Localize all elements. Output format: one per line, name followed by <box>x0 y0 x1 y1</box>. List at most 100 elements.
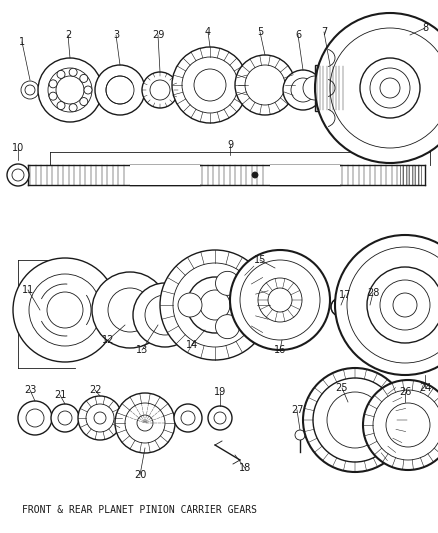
Circle shape <box>268 288 292 312</box>
Circle shape <box>150 80 170 100</box>
Circle shape <box>187 277 243 333</box>
Text: 18: 18 <box>239 463 251 473</box>
Circle shape <box>12 169 24 181</box>
Text: 3: 3 <box>113 30 119 40</box>
Text: 20: 20 <box>134 470 146 480</box>
Circle shape <box>240 260 320 340</box>
Text: 29: 29 <box>152 30 164 40</box>
Circle shape <box>380 78 400 98</box>
Circle shape <box>94 412 106 424</box>
Text: 11: 11 <box>22 285 34 295</box>
Circle shape <box>335 235 438 375</box>
Text: 28: 28 <box>367 288 379 298</box>
Text: 5: 5 <box>257 27 263 37</box>
Circle shape <box>373 390 438 460</box>
Circle shape <box>315 13 438 163</box>
Text: 10: 10 <box>12 143 24 153</box>
Circle shape <box>108 288 152 332</box>
Circle shape <box>84 86 92 94</box>
Circle shape <box>95 65 145 115</box>
Circle shape <box>25 85 35 95</box>
Text: 12: 12 <box>102 335 114 345</box>
Text: 8: 8 <box>422 23 428 33</box>
Circle shape <box>38 58 102 122</box>
Circle shape <box>133 283 197 347</box>
Circle shape <box>26 409 44 427</box>
Text: 26: 26 <box>399 387 411 397</box>
Circle shape <box>174 404 202 432</box>
Circle shape <box>137 415 153 431</box>
Circle shape <box>363 380 438 470</box>
Circle shape <box>56 76 84 104</box>
Circle shape <box>49 80 57 88</box>
Circle shape <box>303 368 407 472</box>
Text: 24: 24 <box>419 383 431 393</box>
Circle shape <box>69 68 77 76</box>
Circle shape <box>331 298 349 316</box>
Text: 9: 9 <box>227 140 233 150</box>
Circle shape <box>58 411 72 425</box>
Circle shape <box>173 263 257 347</box>
Circle shape <box>21 81 39 99</box>
Circle shape <box>7 164 29 186</box>
Circle shape <box>142 72 178 108</box>
Bar <box>315 65 345 111</box>
Text: 6: 6 <box>295 30 301 40</box>
Circle shape <box>360 58 420 118</box>
Circle shape <box>330 28 438 148</box>
Circle shape <box>182 57 238 113</box>
Circle shape <box>13 258 117 362</box>
Circle shape <box>86 404 114 432</box>
Circle shape <box>230 250 330 350</box>
Text: 17: 17 <box>339 290 351 300</box>
Circle shape <box>370 68 410 108</box>
Circle shape <box>51 404 79 432</box>
Circle shape <box>252 172 258 178</box>
Circle shape <box>115 393 175 453</box>
Circle shape <box>347 247 438 363</box>
Text: 4: 4 <box>205 27 211 37</box>
Circle shape <box>215 271 240 295</box>
Circle shape <box>57 70 65 78</box>
Text: 14: 14 <box>186 340 198 350</box>
Text: 1: 1 <box>19 37 25 47</box>
Text: 23: 23 <box>24 385 36 395</box>
Text: 25: 25 <box>336 383 348 393</box>
Circle shape <box>303 76 327 100</box>
Text: FRONT & REAR PLANET PINION CARRIER GEARS: FRONT & REAR PLANET PINION CARRIER GEARS <box>22 505 257 515</box>
Circle shape <box>200 290 230 320</box>
Text: 7: 7 <box>321 27 327 37</box>
Text: 21: 21 <box>54 390 66 400</box>
Text: 19: 19 <box>214 387 226 397</box>
Text: 2: 2 <box>65 30 71 40</box>
Circle shape <box>181 411 195 425</box>
Circle shape <box>145 295 185 335</box>
Circle shape <box>258 278 302 322</box>
Circle shape <box>327 392 383 448</box>
Bar <box>270 165 340 185</box>
Circle shape <box>178 293 202 317</box>
Circle shape <box>235 55 295 115</box>
Circle shape <box>359 299 377 317</box>
Circle shape <box>291 78 315 102</box>
Circle shape <box>386 403 430 447</box>
Circle shape <box>49 92 57 100</box>
Bar <box>130 165 200 185</box>
Circle shape <box>125 403 165 443</box>
Circle shape <box>245 65 285 105</box>
Circle shape <box>106 76 134 104</box>
Circle shape <box>29 274 101 346</box>
Circle shape <box>92 272 168 348</box>
Circle shape <box>214 412 226 424</box>
Text: 13: 13 <box>136 345 148 355</box>
Circle shape <box>172 47 248 123</box>
Circle shape <box>295 430 305 440</box>
Circle shape <box>367 267 438 343</box>
Circle shape <box>78 396 122 440</box>
Circle shape <box>215 314 240 338</box>
Circle shape <box>69 104 77 112</box>
Circle shape <box>80 98 88 106</box>
Circle shape <box>194 69 226 101</box>
Circle shape <box>18 401 52 435</box>
Text: 27: 27 <box>291 405 303 415</box>
